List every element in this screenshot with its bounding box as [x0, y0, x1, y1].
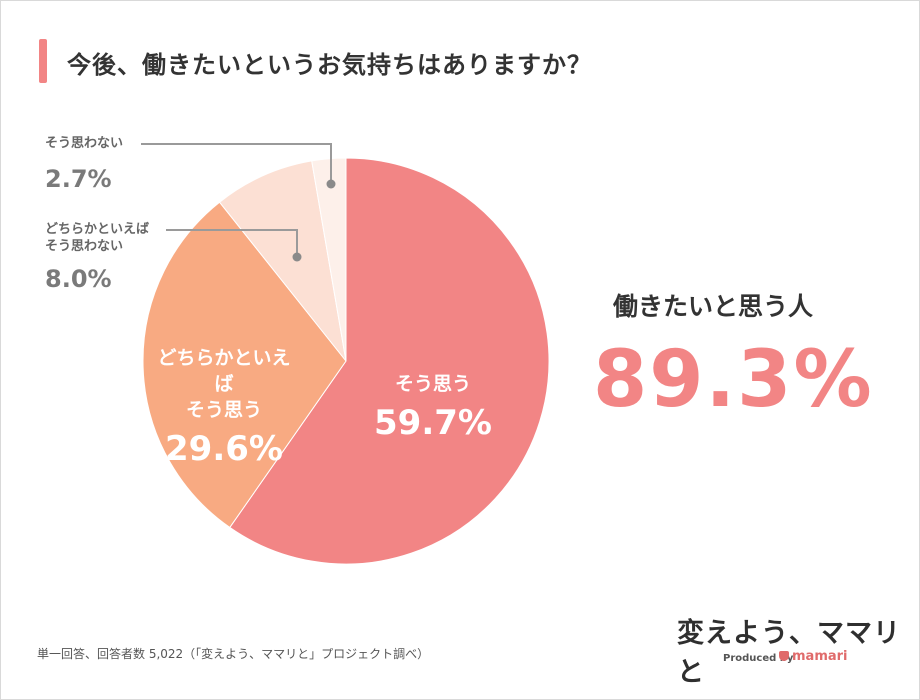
callout-value-strongly-disagree: 2.7%: [45, 165, 112, 193]
summary-label: 働きたいと思う人: [613, 292, 814, 321]
slice-label-agree: そう思う 59.7%: [367, 371, 499, 443]
callout-line-strongly-disagree: [141, 143, 332, 184]
brand-logo: mamari: [779, 649, 848, 664]
pie-slice-strongly-disagree: [311, 157, 347, 362]
callout-line-somewhat-disagree: [166, 229, 298, 257]
callout-dot-somewhat-disagree: [292, 252, 302, 262]
pie-slice-agree: [229, 157, 550, 565]
page-title: 今後、働きたいというお気持ちはありますか？: [67, 51, 592, 79]
pie-slices: [142, 157, 550, 565]
brand-name: mamari: [792, 649, 848, 664]
mamari-logo-icon: [779, 651, 789, 661]
summary-value: 89.3%: [593, 335, 874, 425]
pie-slice-somewhat-disagree: [218, 160, 347, 362]
pie-slice-somewhat-agree: [142, 201, 347, 529]
callout-dot-strongly-disagree: [326, 179, 336, 189]
callout-leader-lines: [141, 143, 336, 262]
callout-value-somewhat-disagree: 8.0%: [45, 265, 112, 293]
slice-label-agree-value: 59.7%: [374, 403, 492, 443]
callout-label-strongly-disagree: そう思わない: [45, 136, 124, 151]
slice-label-somewhat-agree-value: 29.6%: [165, 429, 283, 469]
produced-by-text: Produced by: [723, 653, 794, 664]
callout-label-somewhat-disagree: どちらかといえば そう思わない: [45, 222, 150, 254]
logo-text: 変えよう、ママリと: [677, 618, 901, 688]
slice-label-agree-text: そう思う: [394, 373, 471, 395]
slice-label-somewhat-agree-text: どちらかといえば そう思う: [157, 347, 291, 421]
footnote: 単一回答、回答者数 5,022（「変えよう、ママリと」プロジェクト調べ）: [37, 647, 430, 661]
slice-label-somewhat-agree: どちらかといえば そう思う 29.6%: [151, 345, 297, 469]
title-accent-bar: [39, 39, 47, 83]
